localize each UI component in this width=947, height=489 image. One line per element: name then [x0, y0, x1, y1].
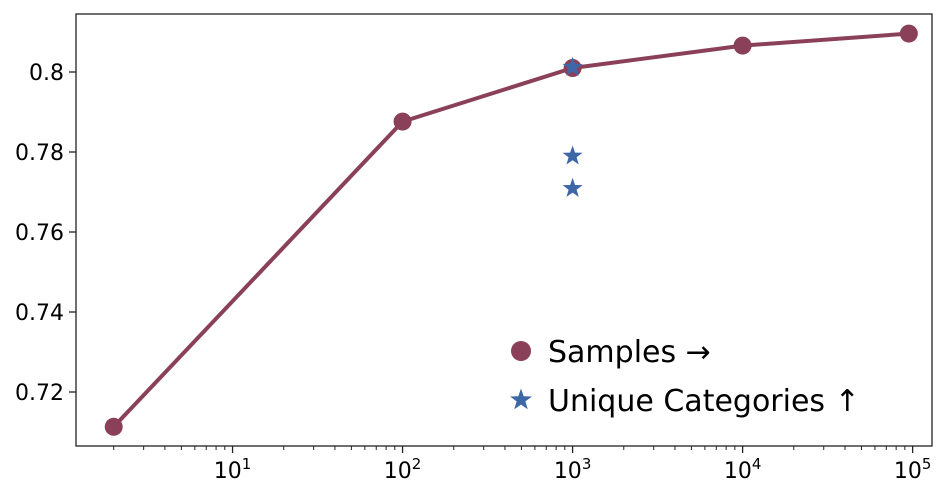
legend-marker: [511, 341, 531, 361]
y-tick-label: 0.74: [15, 301, 64, 326]
data-point: [562, 56, 583, 76]
x-tick-label: 102: [384, 455, 422, 484]
y-axis: 0.72 0.74 0.76 0.78 0.8: [15, 61, 76, 406]
y-tick-label: 0.8: [29, 61, 64, 86]
x-tick-label: 103: [554, 455, 592, 484]
series-2: [562, 56, 583, 197]
legend-label: Unique Categories ↑: [548, 384, 860, 419]
x-tick-label: 105: [894, 455, 932, 484]
plot-frame: [75, 13, 933, 447]
data-point: [733, 36, 752, 55]
x-tick-label: 104: [724, 455, 762, 484]
data-point: [899, 24, 918, 43]
legend: Samples → Unique Categories ↑: [510, 335, 860, 419]
y-tick-label: 0.76: [15, 221, 64, 246]
legend-label: Samples →: [548, 335, 711, 370]
y-tick-label: 0.78: [15, 141, 64, 166]
x-tick-label: 101: [214, 455, 252, 484]
legend-marker: [510, 388, 532, 410]
data-point: [104, 417, 123, 436]
y-tick-label: 0.72: [15, 381, 64, 406]
legend-item: Samples →: [511, 335, 711, 370]
data-point: [393, 112, 412, 131]
data-point: [562, 145, 583, 165]
x-axis: 101 102 103 104 105: [113, 446, 932, 484]
legend-item: Unique Categories ↑: [510, 384, 860, 419]
plot-area: [104, 24, 918, 436]
data-point: [562, 177, 583, 197]
